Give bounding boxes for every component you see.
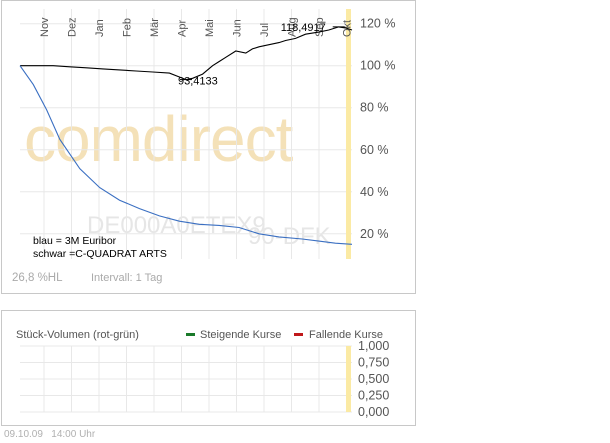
y-tick-label: 0,750: [358, 356, 389, 370]
x-tick-label: Dez: [67, 17, 79, 37]
y-tick-label: 0,500: [358, 372, 389, 386]
x-tick-label: Jun: [232, 19, 244, 37]
timestamp-footer: 09.10.09 14:00 Uhr: [4, 429, 95, 440]
volume-chart-panel: Stück-Volumen (rot-grün) Steigende Kurse…: [1, 310, 416, 426]
chart-annotations: 93,4133 118,4917: [178, 22, 345, 88]
legend-entry-cquadrat: schwar =C-QUADRAT ARTS: [33, 248, 167, 260]
volume-chart: Stück-Volumen (rot-grün) Steigende Kurse…: [16, 329, 389, 419]
volume-period-highlight: [346, 346, 351, 412]
overlay-code: DE000A0ETEX9: [87, 212, 266, 239]
legend-entry-euribor: blau = 3M Euribor: [33, 235, 117, 247]
annotation-label: 118,4917: [281, 22, 326, 34]
legend-steigende-kurse: Steigende Kurse: [200, 329, 281, 341]
footer-time: 14:00 Uhr: [51, 429, 96, 440]
x-tick-label: Apr: [177, 20, 189, 37]
volume-title: Stück-Volumen (rot-grün): [16, 329, 139, 341]
y-tick-label: 40 %: [360, 185, 389, 199]
chart-series: [19, 26, 353, 245]
y-tick-label: 0,250: [358, 389, 389, 403]
legend-swatch-fallende: [294, 333, 303, 336]
y-axis-ticks: 120 % 100 % 80 % 60 % 40 % 20 %: [360, 17, 395, 241]
x-tick-label: Jan: [94, 19, 106, 37]
x-tick-label: Mär: [149, 18, 161, 37]
y-tick-label: 20 %: [360, 227, 389, 241]
price-chart-panel: comdirect DE000A0ETEX9 90-DFK Nov Dez Jan F…: [1, 0, 416, 294]
series-line: [19, 65, 353, 245]
y-tick-label: 80 %: [360, 101, 389, 115]
x-tick-label: Jul: [259, 23, 271, 37]
y-tick-label: 0,000: [358, 405, 389, 419]
x-tick-label: Feb: [122, 18, 134, 37]
interval-label: Intervall: 1 Tag: [91, 272, 162, 284]
price-chart: comdirect DE000A0ETEX9 90-DFK Nov Dez Jan F…: [12, 9, 395, 284]
y-tick-label: 100 %: [360, 59, 395, 73]
chart-grid: [20, 9, 352, 259]
y-tick-label: 120 %: [360, 17, 395, 31]
x-tick-label: Aug: [287, 17, 299, 37]
series-line: [20, 26, 353, 81]
x-tick-label: Mai: [204, 19, 216, 37]
chart-watermark: comdirect: [24, 103, 294, 175]
highlow-label: 26,8 %HL: [12, 272, 63, 284]
legend-swatch-steigende: [186, 333, 195, 336]
y-tick-label: 1,000: [358, 339, 389, 353]
x-tick-label: Nov: [39, 17, 51, 37]
footer-date: 09.10.09: [4, 429, 43, 440]
y-tick-label: 60 %: [360, 143, 389, 157]
current-period-highlight: [346, 9, 351, 259]
overlay-code-suffix: 90-DFK: [248, 223, 331, 250]
legend-fallende-kurse: Fallende Kurse: [309, 329, 383, 341]
volume-y-axis-ticks: 1,000 0,750 0,500 0,250 0,000: [358, 339, 389, 419]
volume-grid: [20, 345, 352, 413]
annotation-label: 93,4133: [178, 76, 218, 88]
